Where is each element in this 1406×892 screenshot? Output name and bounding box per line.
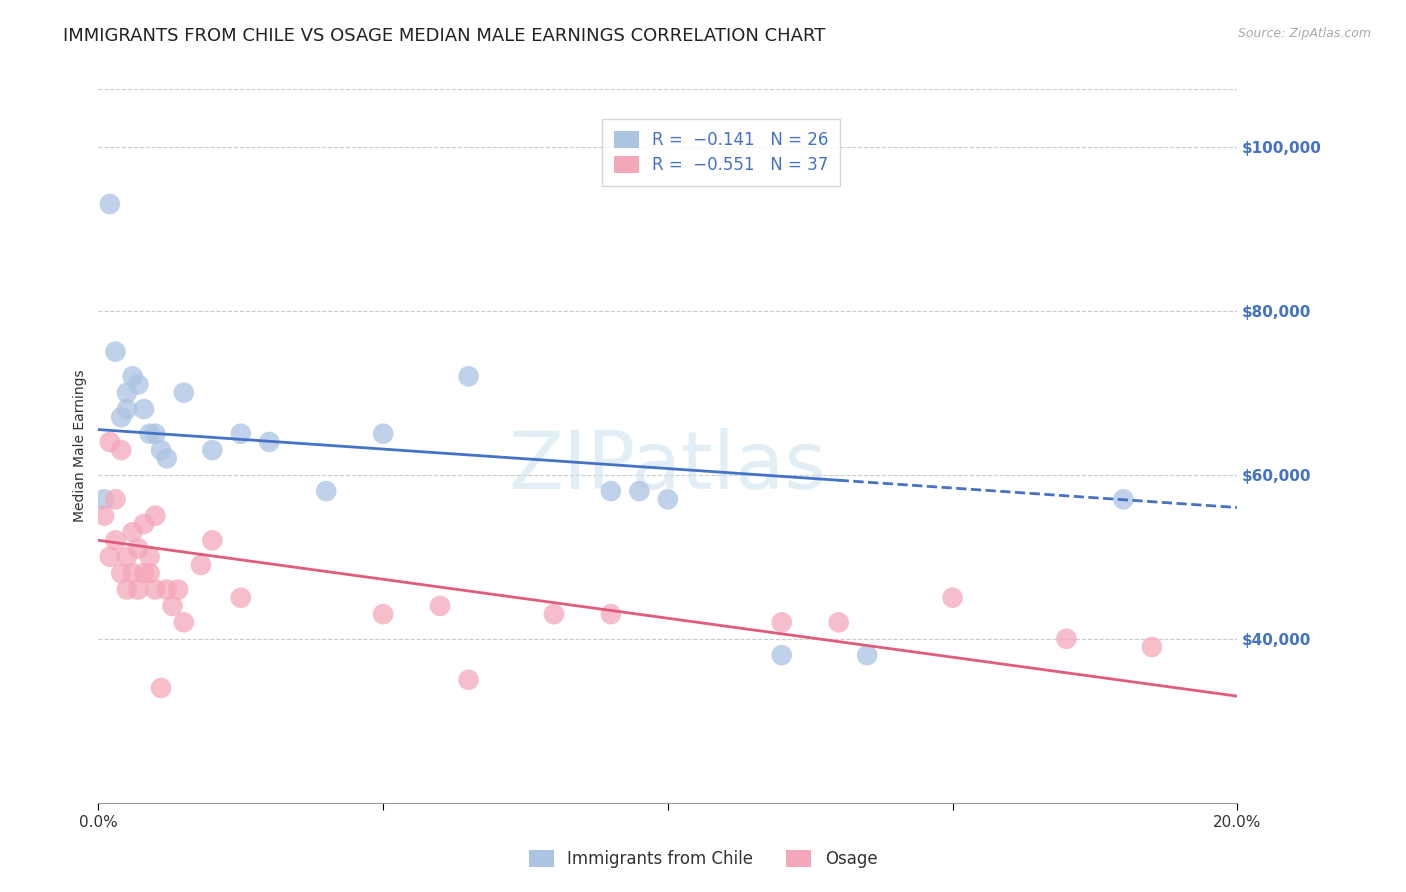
Point (150, 443, 173, 458)
Legend: R =  −0.141   N = 26, R =  −0.551   N = 37: R = −0.141 N = 26, R = −0.551 N = 37 (602, 119, 841, 186)
Point (201, 443, 224, 458)
Point (543, 607, 565, 622)
Point (457, 369, 479, 384)
Point (104, 533, 127, 548)
Point (600, 484, 623, 499)
Point (104, 344, 127, 359)
Point (315, 484, 337, 499)
Point (457, 673, 479, 687)
Point (150, 681, 173, 695)
Point (162, 599, 184, 613)
Text: IMMIGRANTS FROM CHILE VS OSAGE MEDIAN MALE EARNINGS CORRELATION CHART: IMMIGRANTS FROM CHILE VS OSAGE MEDIAN MA… (63, 27, 825, 45)
Point (942, 591, 965, 605)
Y-axis label: Median Male Earnings: Median Male Earnings (73, 369, 87, 523)
Point (770, 648, 793, 662)
Point (121, 566, 143, 581)
Point (93, 508, 115, 523)
Point (110, 566, 132, 581)
Point (115, 582, 138, 597)
Point (156, 451, 179, 466)
Point (201, 533, 224, 548)
Point (127, 377, 149, 392)
Point (156, 582, 179, 597)
Point (115, 385, 138, 400)
Text: ZIPatlas: ZIPatlas (509, 428, 827, 507)
Legend: Immigrants from Chile, Osage: Immigrants from Chile, Osage (522, 843, 884, 875)
Point (98, 434, 121, 449)
Point (98, 549, 121, 564)
Point (127, 541, 149, 556)
Point (121, 369, 143, 384)
Point (856, 648, 879, 662)
Point (1112, 492, 1135, 507)
Point (145, 582, 167, 597)
Point (1056, 632, 1078, 646)
Point (229, 426, 252, 441)
Point (138, 566, 160, 581)
Point (121, 525, 143, 540)
Point (1140, 640, 1163, 654)
Point (132, 566, 155, 581)
Point (115, 402, 138, 417)
Point (132, 402, 155, 417)
Point (628, 484, 651, 499)
Point (173, 615, 195, 630)
Point (259, 434, 281, 449)
Point (173, 385, 195, 400)
Point (110, 410, 132, 425)
Text: Source: ZipAtlas.com: Source: ZipAtlas.com (1237, 27, 1371, 40)
Point (373, 426, 395, 441)
Point (145, 426, 167, 441)
Point (429, 599, 451, 613)
Point (127, 582, 149, 597)
Point (657, 492, 679, 507)
Point (145, 508, 167, 523)
Point (110, 443, 132, 458)
Point (138, 549, 160, 564)
Point (132, 516, 155, 531)
Point (229, 591, 252, 605)
Point (373, 607, 395, 622)
Point (138, 426, 160, 441)
Point (98, 197, 121, 211)
Point (167, 582, 190, 597)
Point (190, 558, 212, 572)
Point (115, 549, 138, 564)
Point (93, 492, 115, 507)
Point (104, 492, 127, 507)
Point (828, 615, 851, 630)
Point (770, 615, 793, 630)
Point (600, 607, 623, 622)
